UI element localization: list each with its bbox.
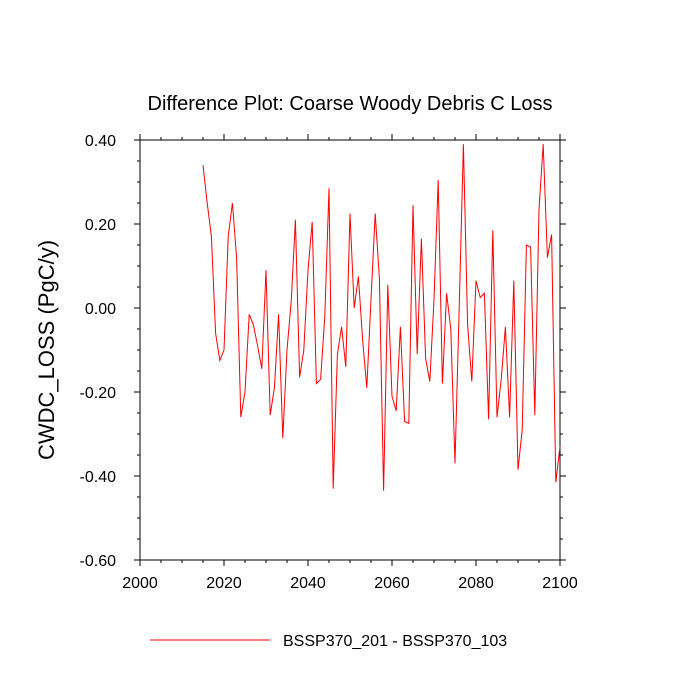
- plot-frame: [139, 139, 561, 561]
- x-tick-label: 2100: [542, 575, 578, 592]
- series-line: [202, 144, 561, 491]
- x-tick-label: 2060: [374, 575, 410, 592]
- y-tick-label: -0.20: [80, 385, 117, 402]
- y-tick-label: 0.40: [85, 133, 116, 150]
- y-tick-label: -0.40: [80, 469, 117, 486]
- chart-title: Difference Plot: Coarse Woody Debris C L…: [148, 93, 553, 115]
- x-tick-label: 2040: [290, 575, 326, 592]
- y-tick-label: -0.60: [80, 553, 117, 570]
- x-tick-label: 2080: [458, 575, 494, 592]
- y-axis-tick-labels: 0.40 0.20 0.00 -0.20 -0.40 -0.60: [80, 133, 117, 570]
- x-tick-label: 2020: [206, 575, 242, 592]
- legend: BSSP370_201 - BSSP370_103: [150, 633, 507, 650]
- y-tick-label: 0.20: [85, 217, 116, 234]
- y-axis-label: CWDC_LOSS (PgC/y): [34, 240, 59, 460]
- x-tick-label: 2000: [122, 575, 158, 592]
- axis-ticks: [134, 134, 566, 566]
- y-tick-label: 0.00: [85, 301, 116, 318]
- x-axis-tick-labels: 2000 2020 2040 2060 2080 2100: [122, 575, 578, 592]
- legend-label: BSSP370_201 - BSSP370_103: [283, 633, 507, 650]
